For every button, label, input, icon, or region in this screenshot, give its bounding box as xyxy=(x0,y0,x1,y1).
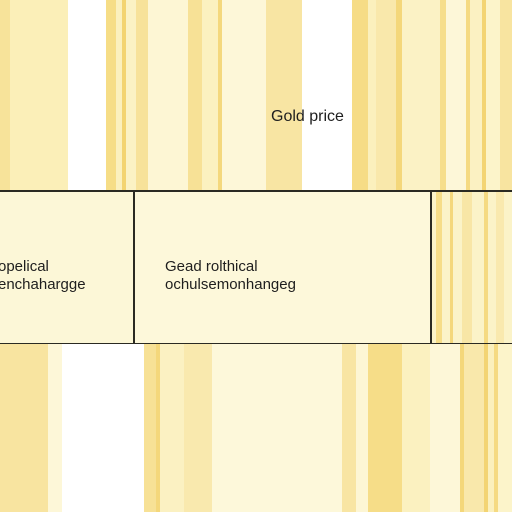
stripe xyxy=(488,344,494,512)
stripe xyxy=(62,344,144,512)
top-stripe-area xyxy=(0,0,512,192)
stripe xyxy=(494,344,498,512)
stripe xyxy=(368,0,376,192)
stripe xyxy=(376,0,396,192)
left-panel: opelical enchahargge xyxy=(0,192,135,343)
middle-panel-line-1: Gead rolthical xyxy=(165,258,258,275)
stripe xyxy=(462,192,472,343)
stripe xyxy=(402,0,440,192)
stripe xyxy=(212,344,342,512)
stripe xyxy=(396,0,402,192)
stripe xyxy=(368,344,402,512)
middle-panel: Gead rolthical ochulsemonhangeg xyxy=(135,192,432,343)
stripe xyxy=(136,0,148,192)
stripe xyxy=(496,192,504,343)
stripe xyxy=(184,344,212,512)
stripe xyxy=(466,0,470,192)
stripe xyxy=(436,192,442,343)
stripe xyxy=(342,344,356,512)
stripe xyxy=(486,0,500,192)
stripe xyxy=(430,344,460,512)
stripe xyxy=(352,0,368,192)
stripe xyxy=(470,0,482,192)
stripe xyxy=(500,0,512,192)
text-band: opelical enchahargge Gead rolthical ochu… xyxy=(0,190,512,345)
left-panel-line-2: enchahargge xyxy=(0,276,86,293)
stripe xyxy=(302,0,352,192)
stripe xyxy=(10,0,68,192)
stripe xyxy=(0,344,48,512)
stripe xyxy=(0,0,10,192)
stripe xyxy=(440,0,446,192)
stripe xyxy=(484,344,488,512)
stripe xyxy=(48,344,62,512)
stripe xyxy=(482,0,486,192)
stripe xyxy=(446,0,466,192)
left-panel-text: opelical enchahargge xyxy=(0,258,86,294)
stripe xyxy=(144,344,156,512)
stripe xyxy=(402,344,430,512)
stripe xyxy=(484,192,488,343)
stripe xyxy=(218,0,222,192)
stripe xyxy=(498,344,512,512)
gold-price-label: Gold price xyxy=(271,108,344,125)
stripe xyxy=(122,0,126,192)
middle-panel-text: Gead rolthical ochulsemonhangeg xyxy=(165,258,296,294)
bottom-stripe-area xyxy=(0,344,512,512)
stripe xyxy=(266,0,302,192)
middle-panel-line-2: ochulsemonhangeg xyxy=(165,276,296,293)
stripe xyxy=(356,344,368,512)
left-panel-line-1: opelical xyxy=(0,258,49,275)
stripe xyxy=(156,344,160,512)
stripe xyxy=(160,344,184,512)
stripe xyxy=(148,0,188,192)
stripe xyxy=(126,0,136,192)
stripe xyxy=(202,0,218,192)
stripe xyxy=(450,192,453,343)
stripe xyxy=(116,0,122,192)
stripe xyxy=(188,0,202,192)
stripe xyxy=(222,0,266,192)
stripe xyxy=(106,0,116,192)
band-right-stripes xyxy=(432,192,512,343)
stripe xyxy=(464,344,484,512)
stripe xyxy=(68,0,106,192)
stripe xyxy=(460,344,464,512)
